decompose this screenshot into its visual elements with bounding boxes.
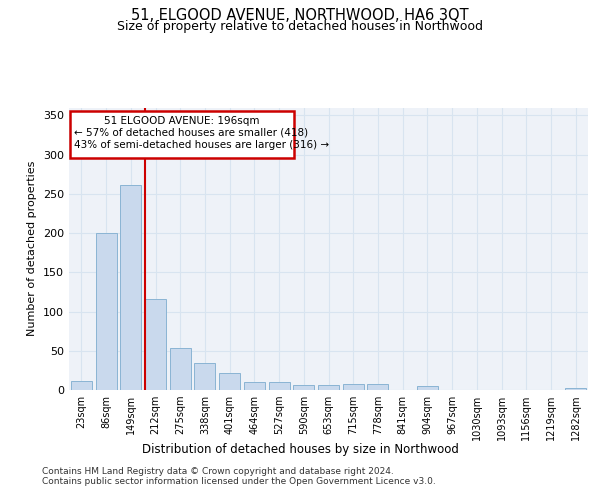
Bar — [71, 382, 92, 390]
Bar — [219, 372, 240, 390]
Bar — [565, 388, 586, 390]
Bar — [120, 185, 141, 390]
Bar — [145, 299, 166, 390]
Bar — [194, 362, 215, 390]
Text: Distribution of detached houses by size in Northwood: Distribution of detached houses by size … — [142, 442, 458, 456]
Text: Contains HM Land Registry data © Crown copyright and database right 2024.: Contains HM Land Registry data © Crown c… — [42, 468, 394, 476]
Text: Contains public sector information licensed under the Open Government Licence v3: Contains public sector information licen… — [42, 478, 436, 486]
Bar — [170, 348, 191, 390]
Bar — [318, 386, 339, 390]
Bar — [367, 384, 388, 390]
Bar — [343, 384, 364, 390]
Bar — [293, 384, 314, 390]
Text: 51, ELGOOD AVENUE, NORTHWOOD, HA6 3QT: 51, ELGOOD AVENUE, NORTHWOOD, HA6 3QT — [131, 8, 469, 22]
Text: ← 57% of detached houses are smaller (418): ← 57% of detached houses are smaller (41… — [74, 128, 308, 138]
Bar — [95, 233, 116, 390]
Text: 51 ELGOOD AVENUE: 196sqm: 51 ELGOOD AVENUE: 196sqm — [104, 116, 260, 126]
Y-axis label: Number of detached properties: Number of detached properties — [28, 161, 37, 336]
Bar — [269, 382, 290, 390]
Bar — [244, 382, 265, 390]
Text: Size of property relative to detached houses in Northwood: Size of property relative to detached ho… — [117, 20, 483, 33]
Bar — [417, 386, 438, 390]
Text: 43% of semi-detached houses are larger (316) →: 43% of semi-detached houses are larger (… — [74, 140, 329, 149]
Bar — [70, 110, 294, 158]
